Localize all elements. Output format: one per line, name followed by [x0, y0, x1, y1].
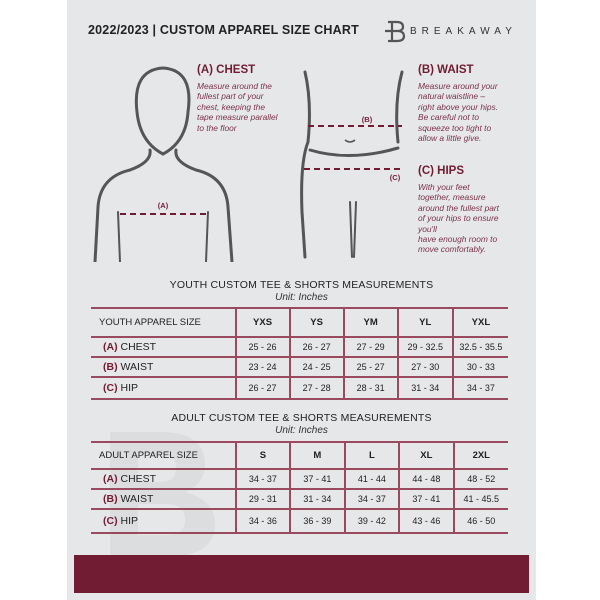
youth-size-table: YOUTH APPAREL SIZE YXS YS YM YL YXL (A) … [91, 307, 508, 400]
chest-info: (A) CHEST Measure around the fullest par… [197, 64, 278, 133]
table-header-row: ADULT APPAREL SIZE S M L XL 2XL [91, 441, 508, 470]
adult-section-title: ADULT CUSTOM TEE & SHORTS MEASUREMENTS [171, 412, 432, 424]
youth-unit: Unit: Inches [275, 292, 328, 303]
brand-name: BREAKAWAY [410, 26, 517, 37]
waist-heading: (B) WAIST [418, 64, 474, 76]
table-row: (B) WAIST 29 - 31 31 - 34 34 - 37 37 - 41 41… [91, 489, 508, 510]
hip-marker: (C) [390, 173, 401, 182]
youth-section-title: YOUTH CUSTOM TEE & SHORTS MEASUREMENTS [169, 279, 434, 291]
adult-size-table: ADULT APPAREL SIZE S M L XL 2XL (A) CHES… [91, 441, 508, 534]
waist-info: (B) WAIST Measure around your natural wa… [418, 64, 499, 144]
footer-bar [74, 555, 529, 593]
table-header-row: YOUTH APPAREL SIZE YXS YS YM YL YXL [91, 307, 508, 338]
table-row: (C) HIP 34 - 36 36 - 39 39 - 42 43 - 46 46 -… [91, 509, 508, 534]
upper-body-figure: (A) [93, 66, 234, 262]
table-row: (C) HIP 26 - 27 27 - 28 28 - 31 31 - 34 34 -… [91, 377, 508, 400]
breakaway-logo-icon [385, 20, 406, 43]
hips-info: (C) HIPS With your feet together, measur… [418, 165, 500, 255]
page-title: 2022/2023 | CUSTOM APPAREL SIZE CHART [88, 23, 359, 37]
table-row: (A) CHEST 25 - 26 26 - 27 27 - 29 29 - 32.5… [91, 337, 508, 358]
table-row: (B) WAIST 23 - 24 24 - 25 25 - 27 27 - 30 30… [91, 357, 508, 378]
adult-unit: Unit: Inches [275, 425, 328, 436]
waist-marker: (B) [362, 115, 373, 124]
chest-marker: (A) [158, 201, 169, 210]
table-row: (A) CHEST 34 - 37 37 - 41 41 - 44 44 - 48 48… [91, 469, 508, 490]
hips-heading: (C) HIPS [418, 165, 464, 177]
chest-heading: (A) CHEST [197, 64, 256, 76]
lower-body-figure: (B) (C) [300, 70, 404, 259]
